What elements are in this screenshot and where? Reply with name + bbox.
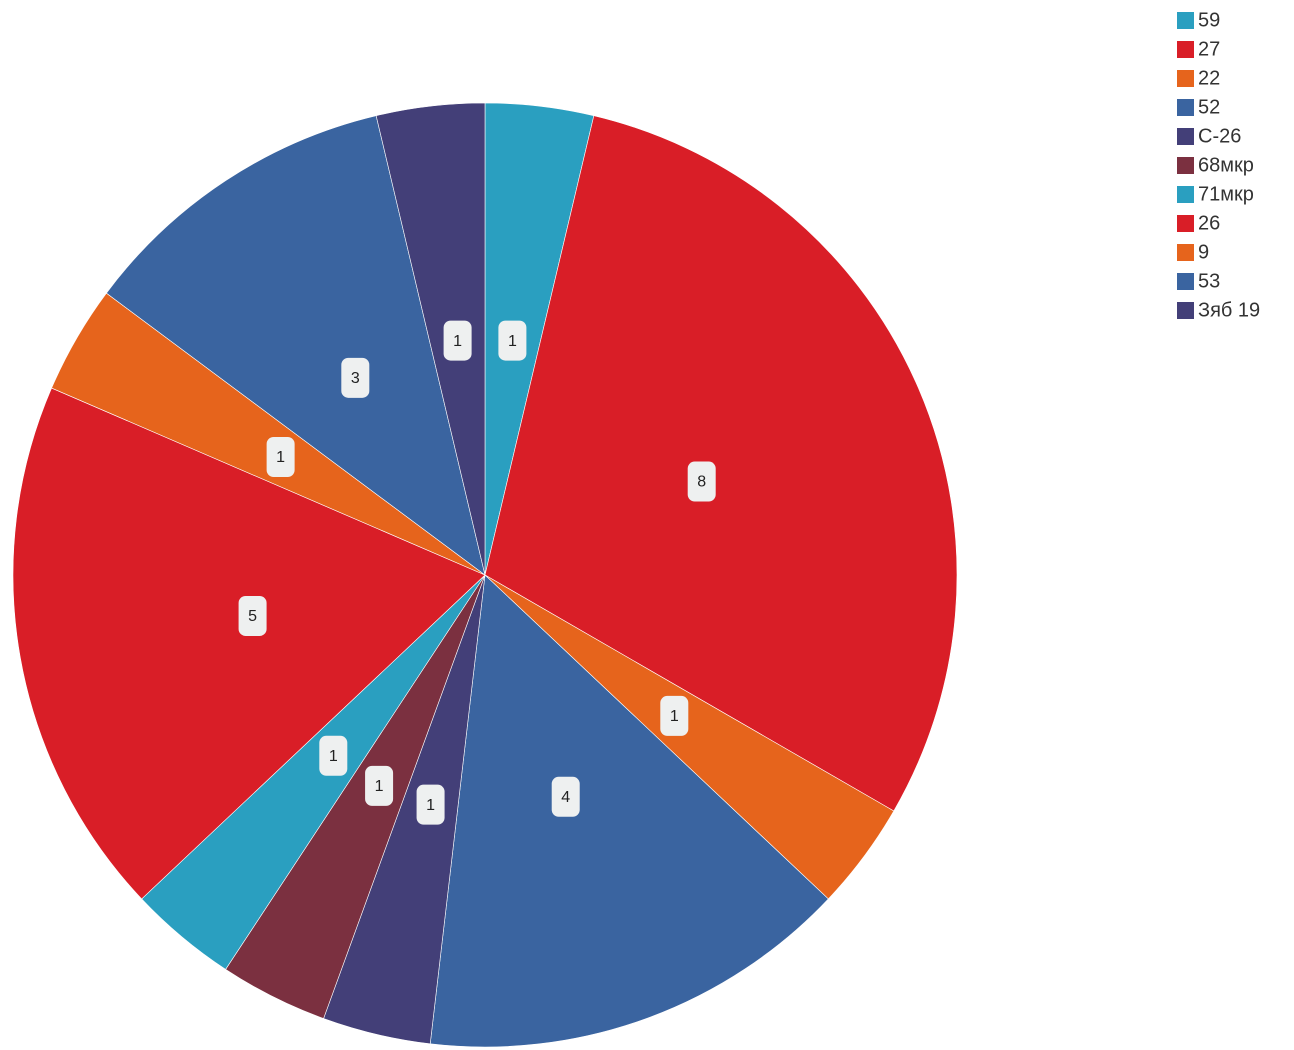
data-label-bg: [365, 765, 394, 806]
data-label: 3: [351, 370, 360, 387]
legend-swatch: [1177, 244, 1194, 261]
legend-swatch: [1177, 70, 1194, 87]
data-label-bg: [498, 320, 527, 361]
data-label: 1: [276, 449, 285, 466]
legend-swatch: [1177, 186, 1194, 203]
legend-label: 53: [1198, 270, 1220, 292]
data-label-bg: [319, 735, 348, 776]
pie-slice: [105, 115, 486, 576]
data-label: 1: [670, 708, 679, 725]
data-label: 1: [426, 797, 435, 814]
data-label-bg: [443, 320, 472, 361]
data-label: 1: [329, 748, 338, 765]
data-label-bg: [687, 461, 716, 502]
legend-swatch: [1177, 273, 1194, 290]
legend-label: 27: [1198, 38, 1220, 60]
data-label-bg: [416, 784, 445, 825]
legend-label: 26: [1198, 212, 1220, 234]
data-label: 1: [375, 778, 384, 795]
data-label-bg: [266, 437, 295, 477]
legend-swatch: [1177, 215, 1194, 232]
pie-slice: [484, 115, 958, 812]
legend-swatch: [1177, 41, 1194, 58]
legend-label: Зяб 19: [1198, 299, 1260, 321]
data-label: 4: [561, 789, 570, 806]
legend-swatch: [1177, 128, 1194, 145]
legend-label: 59: [1198, 9, 1220, 31]
pie-slice: [12, 387, 486, 900]
legend-label: 71мкр: [1198, 183, 1254, 205]
legend-label: 52: [1198, 96, 1220, 118]
pie-slice: [375, 102, 486, 576]
data-label: 5: [248, 608, 257, 625]
data-label-bg: [660, 695, 689, 736]
legend-label: 9: [1198, 241, 1209, 263]
legend-label: 22: [1198, 67, 1220, 89]
data-label: 1: [508, 333, 517, 350]
legend-label: 68мкр: [1198, 154, 1254, 176]
legend-swatch: [1177, 302, 1194, 319]
pie-slice: [429, 574, 829, 1048]
legend-swatch: [1177, 12, 1194, 29]
data-label: 1: [453, 333, 462, 350]
legend-swatch: [1177, 157, 1194, 174]
legend-swatch: [1177, 99, 1194, 116]
legend-label: C-26: [1198, 125, 1241, 147]
data-label-bg: [238, 595, 267, 636]
data-label-bg: [341, 357, 370, 398]
data-label-bg: [551, 776, 580, 817]
data-label: 8: [697, 474, 706, 491]
